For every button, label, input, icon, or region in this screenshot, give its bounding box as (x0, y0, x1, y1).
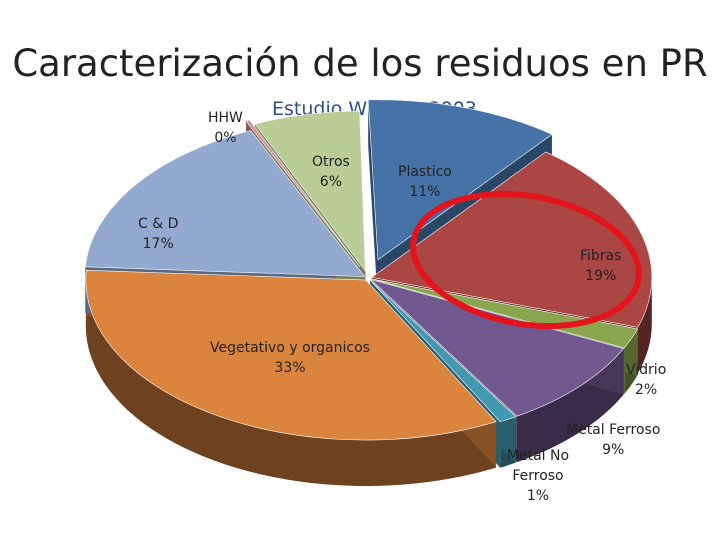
edge-plastico-0 (368, 99, 378, 306)
slice-c-d (84, 130, 366, 277)
label-metal-no-ferroso: Metal No Ferroso 1% (506, 448, 570, 504)
label-plastico: Plastico 11% (398, 164, 452, 200)
slice-otros (254, 110, 366, 272)
label-metal-ferroso: Metal Ferroso 9% (566, 422, 661, 458)
slice-fibras (371, 151, 653, 328)
label-otros: Otros 6% (312, 154, 350, 190)
slice-hhw (245, 119, 361, 268)
slice-vidrio (371, 278, 639, 349)
label-vegetativo: Vegetativo y organicos 33% (210, 340, 370, 376)
label-hhw: HHW 0% (208, 110, 243, 146)
slice-metal-ferroso (370, 279, 625, 417)
slice-vegetativo-y-organicos (85, 269, 497, 441)
label-cd: C & D 17% (138, 216, 179, 252)
slice-plastico (367, 99, 553, 261)
wall-fibras (637, 277, 652, 374)
pie-top-faces (84, 99, 653, 441)
slide-title: Caracterización de los residuos en PR (12, 42, 708, 85)
label-vidrio: Vidrio 2% (626, 362, 667, 398)
wall-vegetativo-y-organicos (85, 280, 497, 487)
label-fibras: Fibras 19% (580, 248, 622, 284)
slice-metal-no-ferroso (369, 279, 517, 423)
highlight-ellipse (410, 190, 642, 330)
